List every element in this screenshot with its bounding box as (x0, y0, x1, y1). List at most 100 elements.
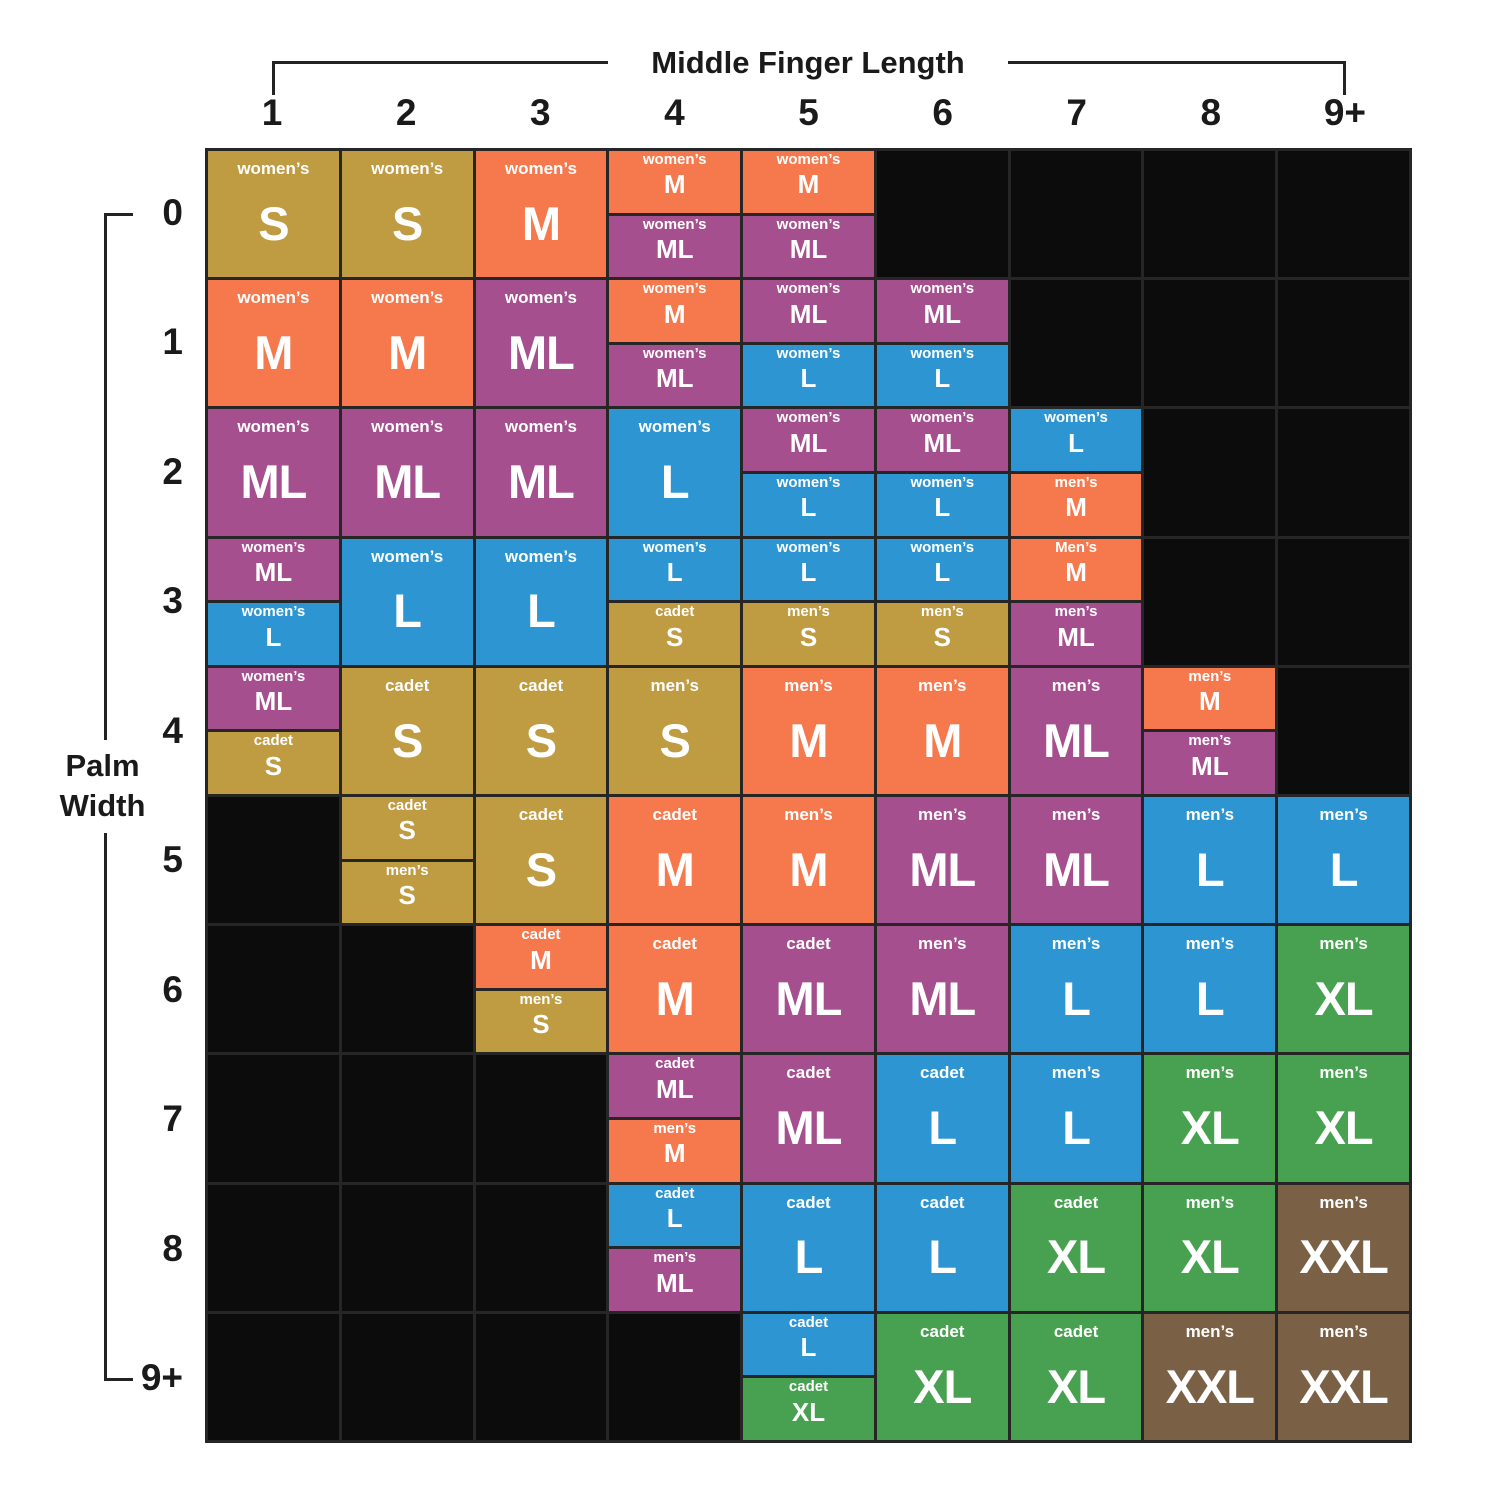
grid-cell-split-part: women’s L (609, 538, 741, 601)
grid-cell: women’s M (208, 280, 339, 407)
cell-size-label: XXL (1299, 1359, 1388, 1413)
grid-cell: cadet S (341, 667, 473, 794)
grid-cell: men’s XXL (1144, 1313, 1276, 1440)
cell-size-label: L (660, 455, 690, 509)
grid-cell: cadet L (743, 1184, 874, 1311)
grid-cell-split-part: men’s ML (1010, 603, 1142, 665)
cell-category-label: women’s (642, 538, 707, 556)
grid-cell: men’s XL (1144, 1055, 1276, 1182)
cell-category-label: cadet (788, 1313, 829, 1331)
grid-cell-split: women’s ML women’s L (876, 280, 1008, 407)
cell-size-label: L (1329, 842, 1359, 896)
cell-size-label: S (391, 713, 423, 767)
grid-cell: women’s M (341, 280, 473, 407)
cell-category-label: women’s (910, 538, 975, 556)
grid-cell-split-part: men’s S (475, 990, 607, 1053)
x-tick: 1 (261, 92, 283, 133)
cell-size-label: L (928, 1230, 957, 1284)
cell-size-label: L (934, 492, 951, 523)
cell-category-label: cadet (521, 926, 561, 944)
cell-size-label: ML (923, 427, 962, 458)
cell-size-label: S (659, 713, 691, 767)
cell-size-label: L (1062, 1101, 1091, 1155)
grid-cell-empty (609, 1313, 741, 1440)
cell-category-label: cadet (920, 1192, 965, 1212)
cell-size-label: L (934, 557, 951, 588)
cell-category-label: women’s (776, 280, 841, 298)
grid-cell-split-part: cadet M (475, 926, 607, 988)
cell-category-label: men’s (1051, 675, 1101, 695)
grid-cell-split-part: women’s ML (743, 215, 874, 278)
cell-size-label: XL (1047, 1359, 1106, 1413)
grid-cell-split-part: cadet XL (743, 1378, 874, 1440)
cell-category-label: women’s (237, 417, 310, 437)
cell-size-label: ML (655, 234, 694, 265)
grid-cell: men’s ML (876, 796, 1008, 924)
cell-category-label: cadet (253, 732, 293, 750)
cell-size-label: XL (1314, 971, 1374, 1025)
cell-category-label: women’s (371, 159, 444, 178)
cell-category-label: men’s (1185, 934, 1235, 954)
cell-size-label: XL (791, 1396, 826, 1427)
grid-cell-split-part: women’s L (876, 538, 1008, 601)
cell-category-label: men’s (519, 990, 563, 1008)
cell-category-label: women’s (371, 288, 444, 308)
grid-cell-empty (475, 1184, 607, 1311)
cell-size-label: ML (374, 455, 441, 509)
cell-size-label: XL (1314, 1101, 1374, 1155)
cell-category-label: men’s (918, 804, 967, 824)
grid-cell-split-part: cadet ML (609, 1055, 741, 1117)
cell-size-label: L (527, 584, 556, 638)
y-tick: 5 (162, 839, 183, 881)
grid-cell-split: women’s ML women’s L (876, 409, 1008, 536)
grid-cell: men’s M (743, 796, 874, 924)
cell-size-label: L (800, 557, 817, 588)
grid-cell-empty (475, 1055, 607, 1182)
cell-category-label: men’s (1051, 934, 1101, 954)
cell-category-label: women’s (910, 280, 975, 298)
grid-cell: cadet ML (743, 1055, 874, 1182)
cell-category-label: men’s (1188, 732, 1232, 750)
grid-cell: men’s ML (876, 926, 1008, 1053)
grid-cell: cadet M (609, 926, 741, 1053)
y-tick: 0 (162, 191, 183, 233)
x-axis-bracket-right-tick (1343, 61, 1346, 95)
grid-cell: cadet S (475, 667, 607, 794)
cell-size-label: M (797, 169, 820, 200)
cell-size-label: ML (508, 325, 575, 379)
cell-category-label: men’s (385, 861, 429, 879)
grid-cell-empty (1278, 280, 1409, 407)
y-tick: 7 (162, 1098, 183, 1140)
cell-size-label: L (800, 492, 817, 523)
cell-category-label: cadet (655, 1055, 695, 1073)
grid-cell-empty (341, 926, 473, 1053)
cell-size-label: XL (913, 1359, 972, 1413)
cell-size-label: M (254, 325, 293, 379)
grid-cell: cadet XL (1010, 1184, 1142, 1311)
grid-cell: men’s XXL (1278, 1313, 1409, 1440)
cell-size-label: L (800, 363, 817, 394)
cell-category-label: cadet (786, 934, 831, 954)
cell-size-label: ML (789, 234, 828, 265)
grid-cell-split-part: cadet L (743, 1313, 874, 1376)
cell-category-label: cadet (652, 934, 697, 954)
cell-size-label: ML (508, 455, 575, 509)
cell-category-label: men’s (1051, 1063, 1101, 1083)
cell-category-label: cadet (788, 1378, 829, 1396)
cell-size-label: M (388, 325, 427, 379)
grid-cell-empty (1010, 151, 1142, 278)
x-tick: 6 (932, 92, 953, 133)
cell-category-label: women’s (371, 546, 444, 566)
cell-category-label: women’s (504, 417, 577, 437)
cell-category-label: men’s (1319, 934, 1368, 954)
cell-size-label: M (789, 842, 828, 896)
grid-cell: women’s ML (475, 280, 607, 407)
cell-category-label: men’s (1319, 1063, 1368, 1083)
cell-category-label: cadet (920, 1063, 965, 1083)
y-axis-bracket-top-tick (104, 213, 133, 216)
